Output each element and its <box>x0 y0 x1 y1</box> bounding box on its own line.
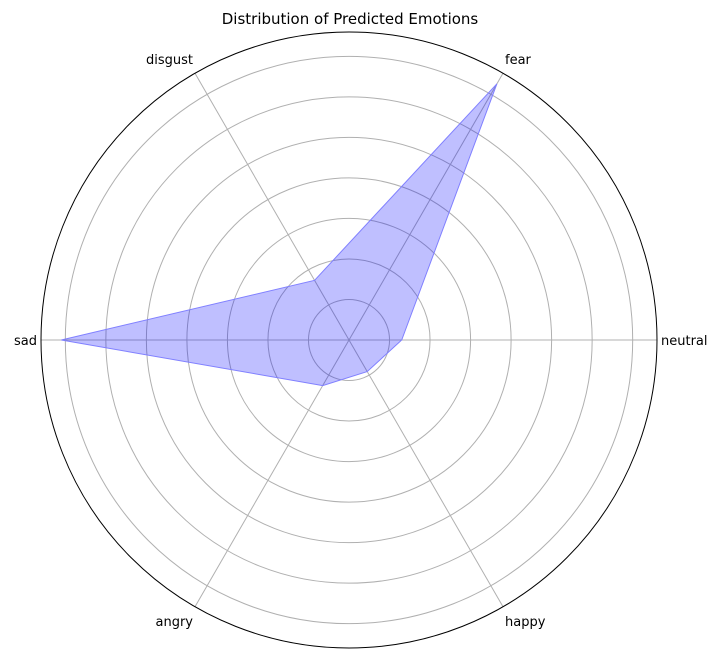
radar-spokes <box>41 73 657 607</box>
category-label-fear: fear <box>505 53 532 68</box>
category-label-happy: happy <box>505 615 546 630</box>
spoke-fear <box>348 73 504 341</box>
chart-title: Distribution of Predicted Emotions <box>222 10 479 28</box>
radar-series <box>61 83 498 387</box>
spoke-happy <box>348 339 504 607</box>
category-labels: neutral fear disgust sad angry happy <box>14 53 708 630</box>
category-label-sad: sad <box>14 334 37 349</box>
category-label-neutral: neutral <box>661 334 708 349</box>
radar-outer-frame <box>40 31 658 649</box>
spoke-angry <box>194 339 350 607</box>
spoke-disgust <box>194 73 350 341</box>
series-area-1 <box>61 83 498 387</box>
category-label-angry: angry <box>156 615 194 630</box>
category-label-disgust: disgust <box>146 53 193 68</box>
